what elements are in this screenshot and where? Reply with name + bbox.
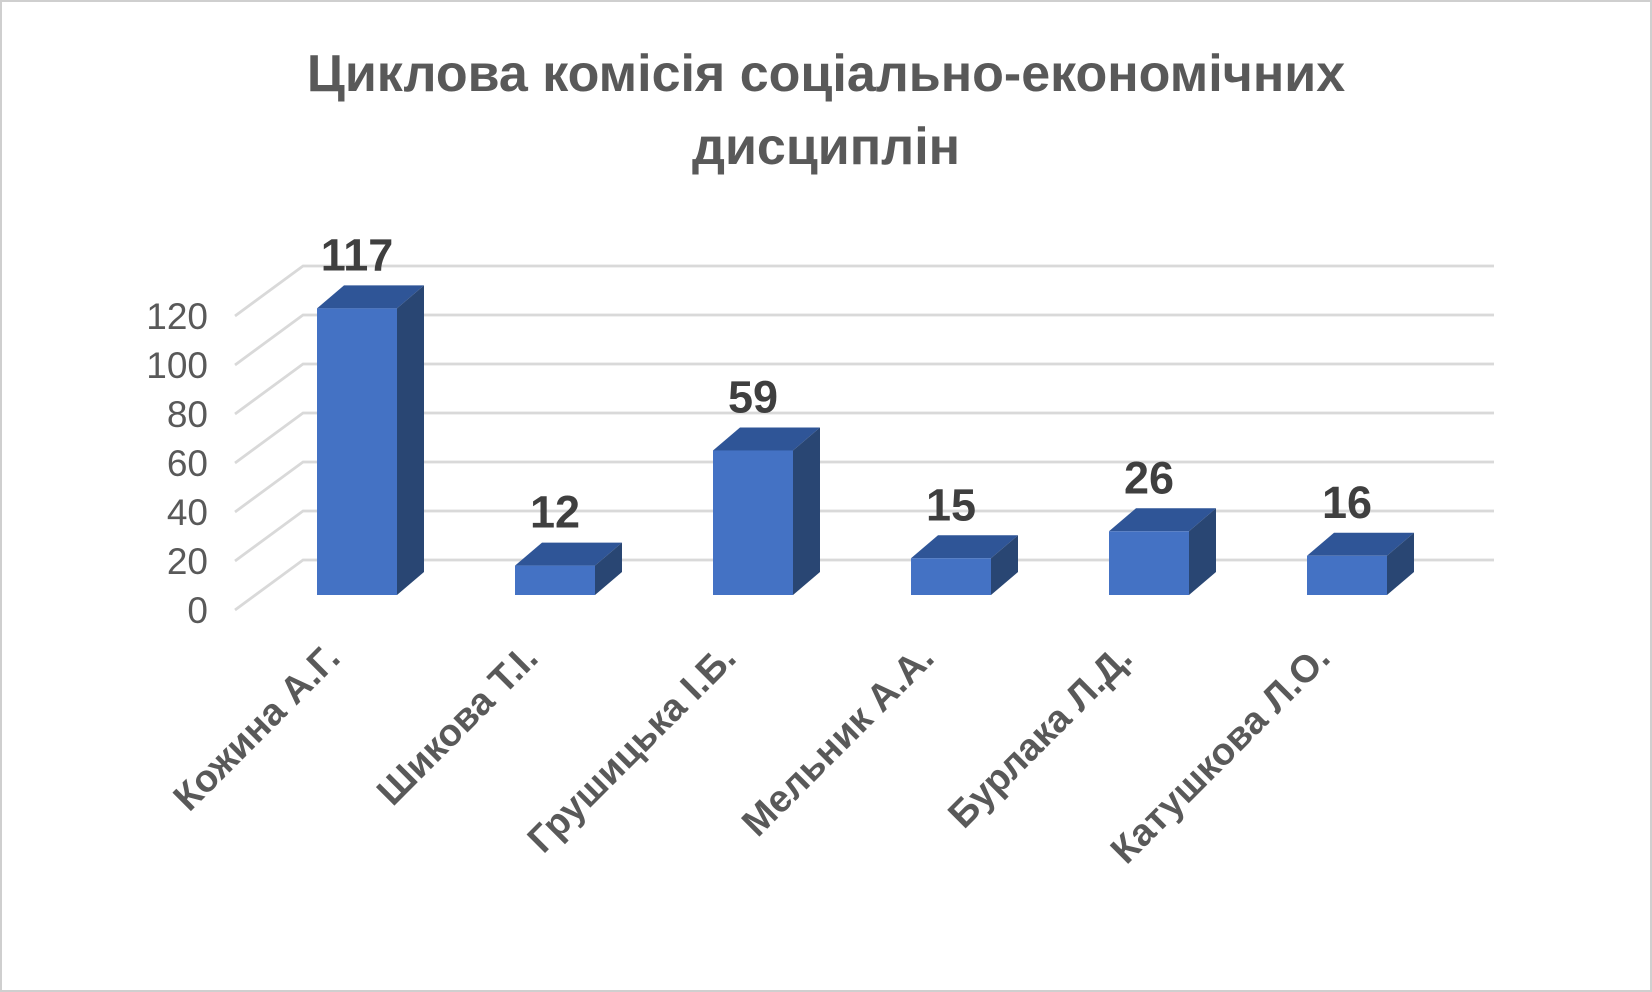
bar-front-face [713, 450, 793, 595]
category-label: Грушицька І.Б. [520, 637, 744, 861]
grid-line [234, 509, 1494, 563]
bar-group [515, 542, 622, 595]
bar-value-label: 117 [321, 229, 394, 280]
bar-front-face [317, 308, 397, 595]
bar-side-face [1387, 532, 1414, 595]
bars-group [317, 285, 1414, 595]
bar-front-face [1307, 555, 1387, 595]
y-tick-label: 60 [167, 443, 208, 484]
bar-side-face [397, 285, 424, 595]
grid-line [234, 558, 1494, 612]
bar-side-face [1189, 508, 1216, 595]
y-tick-label: 80 [167, 394, 208, 435]
grid-line [234, 362, 1494, 416]
bar-side-face [595, 542, 622, 595]
gridlines-group [234, 264, 1494, 612]
category-labels-group: Кожина А.Г. Шикова Т.І.Грушицька І.Б.Мель… [166, 637, 1339, 872]
bar-top-face [911, 535, 1018, 559]
category-label: Шикова Т.І. [369, 637, 546, 814]
bar-value-label: 12 [530, 487, 580, 538]
bar-front-face [1109, 531, 1189, 595]
grid-line [234, 313, 1494, 367]
y-tick-label: 0 [187, 590, 208, 631]
bar-group [713, 427, 820, 595]
category-label: Катушкова Л.О. [1103, 637, 1338, 872]
bar-group [1109, 508, 1216, 595]
chart-title: Циклова комісія соціально-економічних ди… [306, 45, 1346, 176]
bar-value-label: 59 [728, 371, 778, 422]
bar-top-face [713, 427, 820, 451]
category-label: Кожина А.Г. [166, 637, 349, 820]
bar-group [1307, 532, 1414, 595]
bar-top-face [317, 285, 424, 309]
grid-line [234, 411, 1494, 465]
y-tick-label: 20 [167, 541, 208, 582]
bar-side-face [991, 535, 1018, 595]
y-axis-labels-group: 0 20 40 60 80 100 120 [146, 296, 208, 631]
category-label: Бурлака Л.Д. [941, 637, 1141, 837]
grid-line [234, 264, 1494, 318]
bar-top-face [1109, 508, 1216, 532]
bar-group [317, 285, 424, 595]
bar-front-face [515, 565, 595, 595]
y-tick-label: 40 [167, 492, 208, 533]
bar-value-label: 26 [1124, 452, 1174, 503]
bar-top-face [515, 542, 622, 566]
y-tick-label: 100 [146, 345, 208, 386]
value-labels-group: 117 12 59 15 26 16 [321, 229, 1372, 537]
y-tick-label: 120 [146, 296, 208, 337]
bar-side-face [793, 427, 820, 595]
bar-top-face [1307, 532, 1414, 556]
bar-value-label: 16 [1322, 477, 1372, 528]
bar-value-label: 15 [926, 479, 976, 530]
bar-group [911, 535, 1018, 595]
grid-line [234, 460, 1494, 514]
bar-front-face [911, 558, 991, 595]
category-label: Мельник А.А. [734, 637, 942, 845]
